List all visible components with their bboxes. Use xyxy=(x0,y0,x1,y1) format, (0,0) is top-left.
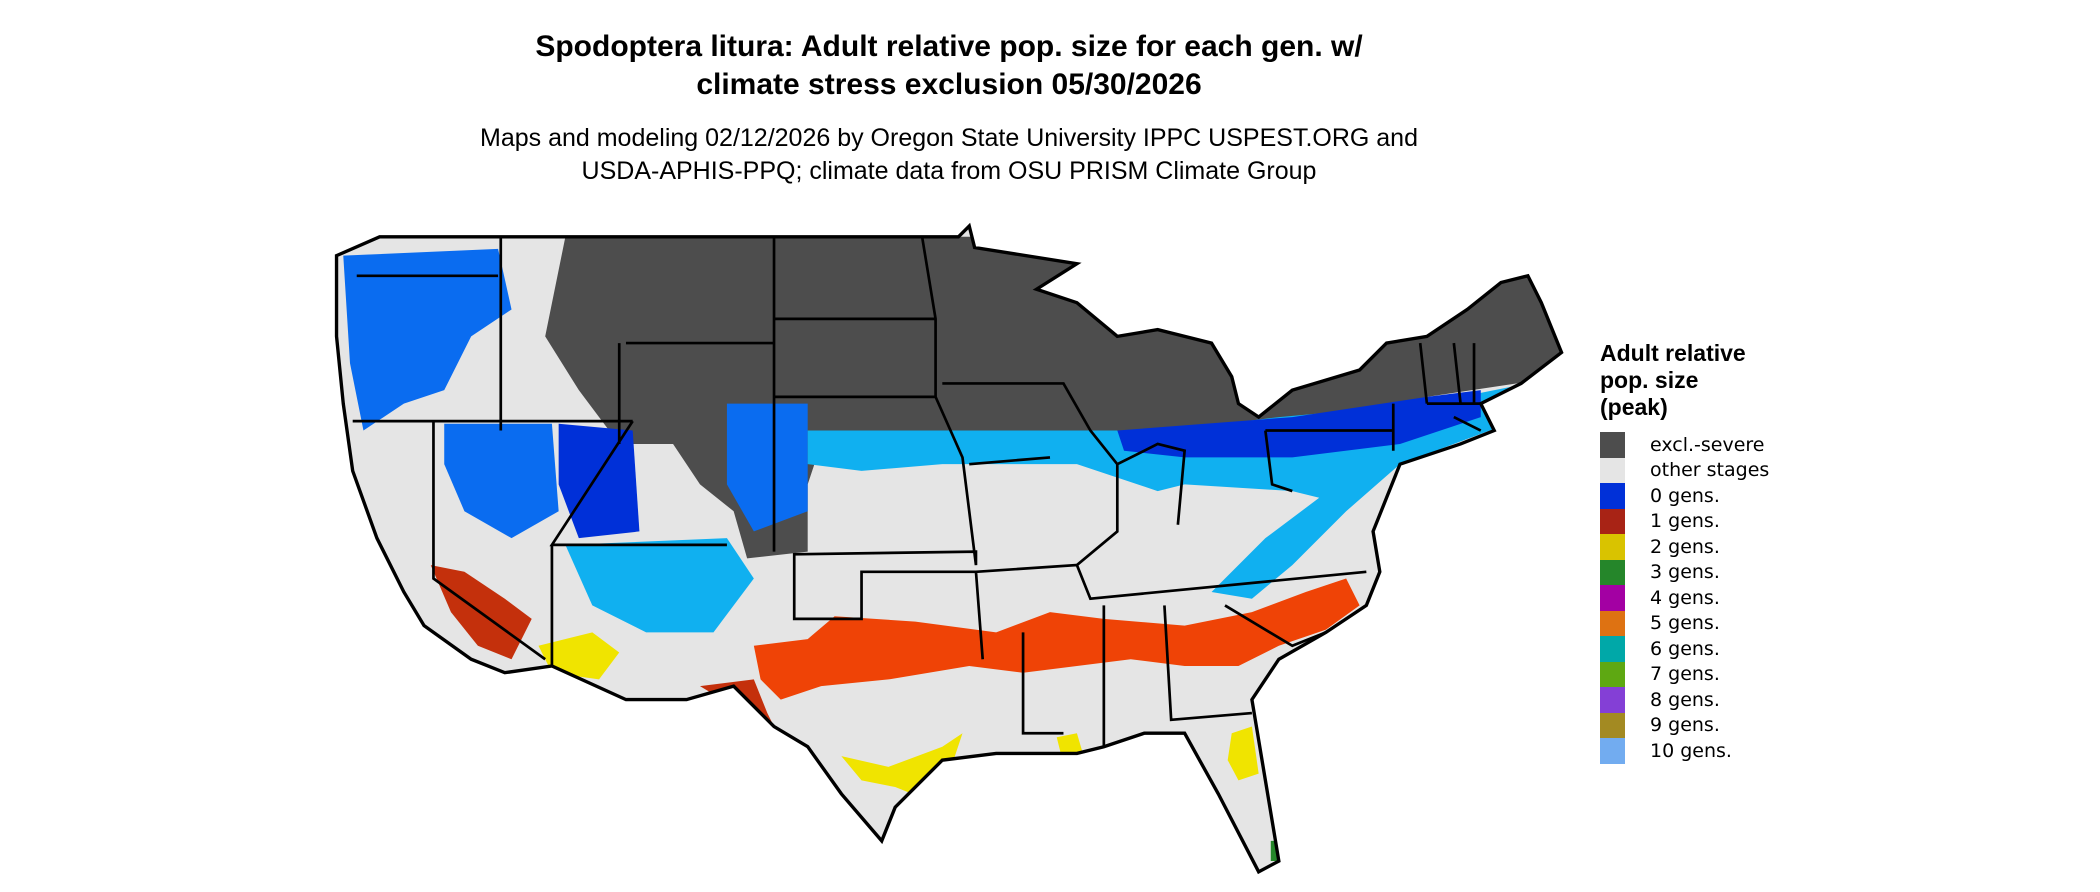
map-subtitle-line-2: USDA-APHIS-PPQ; climate data from OSU PR… xyxy=(581,157,1317,185)
legend-item: other stages xyxy=(1600,457,1770,483)
legend-label: other stages xyxy=(1650,459,1770,482)
map-title-line-2: climate stress exclusion 05/30/2026 xyxy=(696,68,1202,101)
legend-title-line: Adult relative xyxy=(1600,340,1746,366)
legend-label: 9 gens. xyxy=(1650,714,1720,737)
map-subtitle-line-1: Maps and modeling 02/12/2026 by Oregon S… xyxy=(480,124,1418,152)
two-gens-region-florida xyxy=(1227,726,1259,781)
legend-swatch xyxy=(1600,585,1625,611)
legend-swatch xyxy=(1600,432,1625,458)
legend-swatch xyxy=(1600,508,1625,534)
legend-label: 1 gens. xyxy=(1650,510,1720,533)
legend-item: 6 gens. xyxy=(1600,636,1769,662)
legend-title-line: pop. size xyxy=(1600,367,1699,393)
legend-item: 7 gens. xyxy=(1600,661,1769,687)
legend-label: 4 gens. xyxy=(1650,586,1720,609)
legend-label: 0 gens. xyxy=(1650,484,1720,507)
legend-label: 2 gens. xyxy=(1650,535,1720,558)
one-gens-band-south xyxy=(753,578,1360,700)
legend-item: 2 gens. xyxy=(1600,534,1769,560)
legend-swatch xyxy=(1600,661,1625,687)
legend-item: 3 gens. xyxy=(1600,559,1769,585)
legend-swatch xyxy=(1600,483,1625,509)
legend-swatch xyxy=(1600,559,1625,585)
legend-swatch xyxy=(1600,712,1625,738)
legend-swatch xyxy=(1600,738,1625,764)
zero-gens-band-dark xyxy=(1117,390,1481,458)
map-legend: Adult relative pop. size (peak) excl.-se… xyxy=(1600,340,1769,764)
legend-swatch xyxy=(1600,687,1625,713)
legend-item: 0 gens. xyxy=(1600,483,1769,509)
legend-title-line: (peak) xyxy=(1600,394,1668,420)
zero-gens-region-rockies xyxy=(726,403,808,532)
legend-swatch xyxy=(1600,457,1625,483)
legend-item: 10 gens. xyxy=(1600,738,1769,764)
legend-swatch xyxy=(1600,636,1625,662)
zero-gens-region-utah xyxy=(558,423,640,539)
legend-label: 5 gens. xyxy=(1650,612,1720,635)
legend-title: Adult relative pop. size (peak) xyxy=(1600,340,1769,421)
legend-label: 6 gens. xyxy=(1650,637,1720,660)
legend-item: 8 gens. xyxy=(1600,687,1769,713)
zero-gens-region-great-basin xyxy=(444,423,559,539)
legend-item: 5 gens. xyxy=(1600,610,1769,636)
state-borders xyxy=(352,236,1482,747)
map-title-line-1: Spodoptera litura: Adult relative pop. s… xyxy=(535,30,1363,63)
zero-gens-region-northwest xyxy=(343,248,512,431)
legend-item: 1 gens. xyxy=(1600,508,1769,534)
legend-label: 10 gens. xyxy=(1650,739,1732,762)
legend-label: 3 gens. xyxy=(1650,561,1720,584)
legend-items: excl.-severe other stages 0 gens. 1 gens. 2 … xyxy=(1600,432,1769,764)
zero-gens-region-southwest xyxy=(565,538,754,633)
legend-item: 9 gens. xyxy=(1600,712,1769,738)
legend-label: 7 gens. xyxy=(1650,663,1720,686)
legend-swatch xyxy=(1600,534,1625,560)
legend-label: excl.-severe xyxy=(1650,433,1765,456)
legend-item: 4 gens. xyxy=(1600,585,1769,611)
legend-item: excl.-severe xyxy=(1600,432,1769,458)
legend-swatch xyxy=(1600,610,1625,636)
legend-label: 8 gens. xyxy=(1650,688,1720,711)
